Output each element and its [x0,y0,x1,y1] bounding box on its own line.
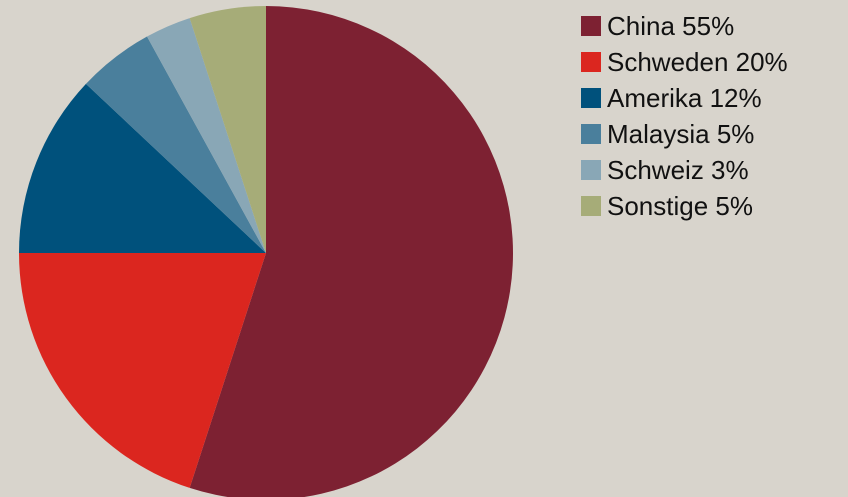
pie-slice-malaysia [85,36,266,253]
legend-label-schweiz: Schweiz 3% [607,155,749,185]
pie-slice-sonstige [189,6,266,253]
legend-item-china: China 55% [581,8,788,44]
legend-item-sonstige: Sonstige 5% [581,188,788,224]
pie-slice-schweiz [147,18,266,254]
legend-swatch-schweden [581,52,601,72]
pie-slice-schweden [19,253,266,488]
pie-slice-amerika [19,83,266,253]
legend-item-malaysia: Malaysia 5% [581,116,788,152]
legend-swatch-sonstige [581,196,601,216]
legend-label-malaysia: Malaysia 5% [607,119,755,149]
legend-item-amerika: Amerika 12% [581,80,788,116]
legend-swatch-malaysia [581,124,601,144]
legend-swatch-china [581,16,601,36]
legend-swatch-schweiz [581,160,601,180]
legend-label-sonstige: Sonstige 5% [607,191,753,221]
legend-item-schweden: Schweden 20% [581,44,788,80]
legend-label-amerika: Amerika 12% [607,83,762,113]
legend-label-schweden: Schweden 20% [607,47,788,77]
pie-slice-china [189,6,514,497]
legend-item-schweiz: Schweiz 3% [581,152,788,188]
legend-label-china: China 55% [607,11,735,41]
legend: China 55% Schweden 20% Amerika 12% Malay… [581,8,788,224]
legend-swatch-amerika [581,88,601,108]
